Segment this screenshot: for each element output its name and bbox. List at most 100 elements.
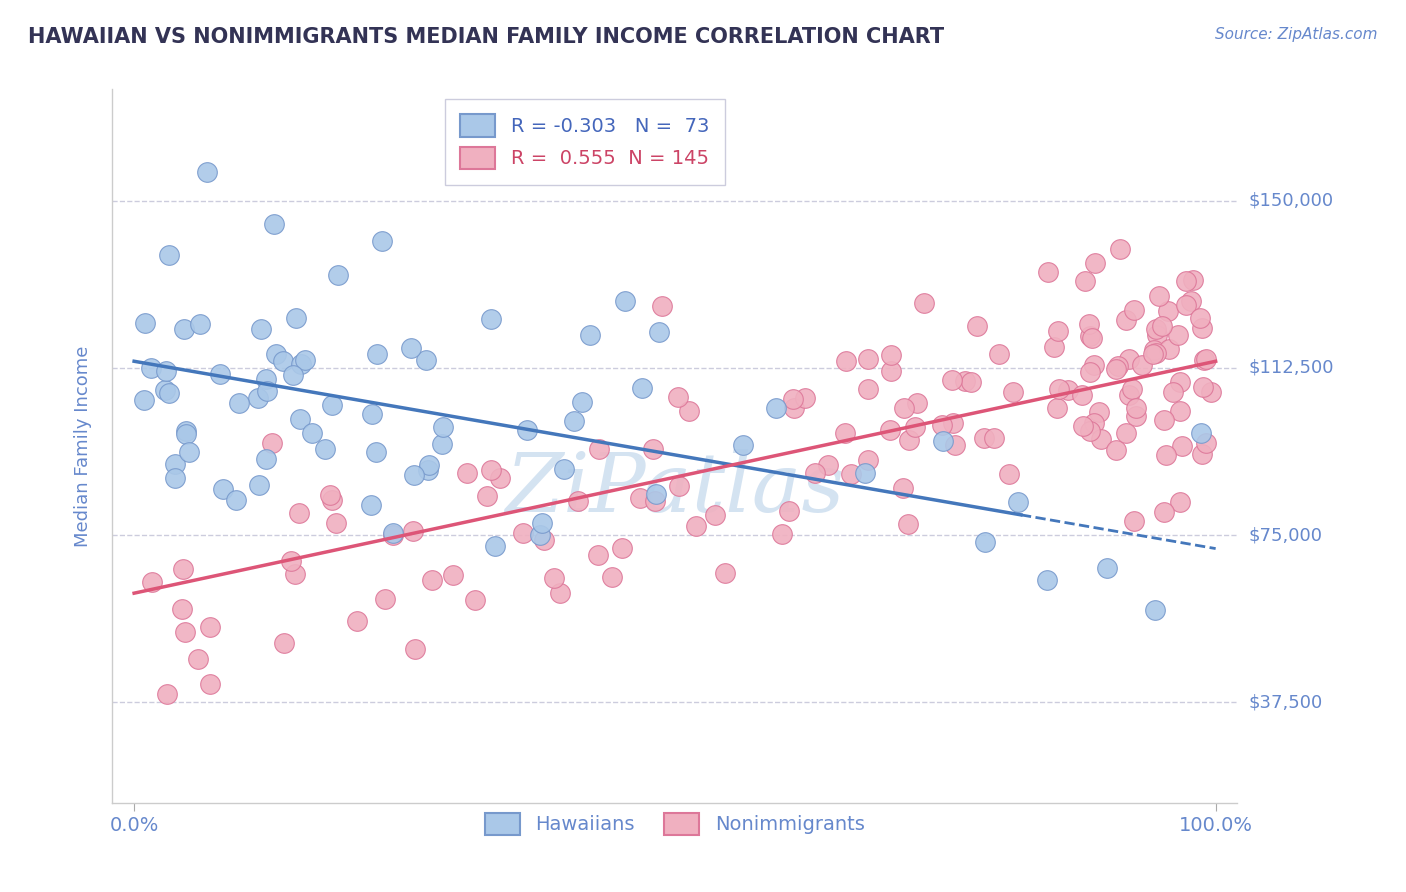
Point	[1080, 424, 1102, 438]
Point	[1088, 404, 1111, 418]
Point	[254, 452, 277, 467]
Point	[321, 492, 343, 507]
Point	[284, 310, 307, 325]
Point	[256, 371, 278, 385]
Point	[264, 347, 287, 361]
Point	[1118, 388, 1140, 402]
Point	[404, 468, 426, 483]
Point	[228, 396, 250, 410]
Text: ZiPatlas: ZiPatlas	[505, 449, 845, 529]
Point	[132, 392, 155, 407]
Point	[1035, 573, 1057, 587]
Text: $112,500: $112,500	[1249, 359, 1334, 377]
Point	[441, 568, 464, 582]
Point	[1057, 384, 1080, 398]
Point	[1170, 376, 1192, 390]
Point	[200, 620, 222, 634]
Point	[360, 498, 382, 512]
Point	[1125, 401, 1147, 416]
Point	[250, 322, 273, 336]
Point	[641, 442, 664, 456]
Point	[912, 296, 935, 310]
Point	[479, 311, 502, 326]
Point	[1074, 274, 1097, 288]
Point	[141, 361, 163, 376]
Point	[512, 526, 534, 541]
Point	[548, 586, 571, 600]
Point	[973, 431, 995, 445]
Point	[1191, 320, 1213, 334]
Point	[1078, 328, 1101, 343]
Point	[1171, 439, 1194, 453]
Point	[959, 375, 981, 389]
Point	[897, 433, 920, 447]
Point	[1130, 358, 1153, 372]
Point	[516, 423, 538, 437]
Point	[281, 368, 304, 382]
Point	[880, 364, 903, 378]
Point	[212, 482, 235, 496]
Point	[714, 566, 737, 581]
Point	[1109, 242, 1132, 256]
Point	[793, 392, 815, 406]
Point	[651, 299, 673, 313]
Point	[456, 466, 478, 480]
Point	[1191, 447, 1213, 461]
Point	[188, 318, 211, 332]
Point	[942, 416, 965, 430]
Point	[1047, 382, 1070, 396]
Point	[172, 561, 194, 575]
Point	[170, 602, 193, 616]
Point	[1175, 298, 1198, 312]
Point	[955, 374, 977, 388]
Point	[1175, 274, 1198, 288]
Point	[159, 386, 181, 401]
Point	[287, 506, 309, 520]
Point	[1078, 365, 1101, 379]
Point	[1182, 273, 1205, 287]
Point	[804, 466, 827, 480]
Point	[1199, 385, 1222, 400]
Point	[301, 425, 323, 440]
Point	[1144, 346, 1167, 360]
Point	[905, 396, 928, 410]
Point	[381, 528, 404, 542]
Point	[966, 318, 988, 333]
Point	[858, 453, 880, 467]
Point	[644, 487, 666, 501]
Point	[562, 414, 585, 428]
Point	[628, 491, 651, 506]
Point	[314, 442, 336, 456]
Point	[879, 423, 901, 437]
Point	[1108, 359, 1130, 373]
Point	[1084, 256, 1107, 270]
Point	[1090, 432, 1112, 446]
Point	[382, 525, 405, 540]
Y-axis label: Median Family Income: Median Family Income	[73, 345, 91, 547]
Point	[1189, 426, 1212, 441]
Point	[600, 570, 623, 584]
Point	[263, 217, 285, 231]
Legend: Hawaiians, Nonimmigrants: Hawaiians, Nonimmigrants	[477, 805, 873, 843]
Point	[1188, 310, 1211, 325]
Point	[1083, 359, 1105, 373]
Point	[770, 527, 793, 541]
Point	[782, 392, 804, 407]
Point	[880, 348, 903, 362]
Point	[374, 591, 396, 606]
Point	[817, 458, 839, 472]
Text: HAWAIIAN VS NONIMMIGRANTS MEDIAN FAMILY INCOME CORRELATION CHART: HAWAIIAN VS NONIMMIGRANTS MEDIAN FAMILY …	[28, 27, 945, 46]
Point	[280, 554, 302, 568]
Point	[1125, 409, 1147, 424]
Point	[1046, 324, 1069, 338]
Point	[648, 325, 671, 339]
Point	[1144, 322, 1167, 336]
Point	[1192, 380, 1215, 394]
Point	[156, 687, 179, 701]
Point	[479, 463, 502, 477]
Point	[533, 533, 555, 548]
Point	[163, 471, 186, 485]
Point	[402, 524, 425, 538]
Point	[420, 574, 443, 588]
Point	[1143, 343, 1166, 357]
